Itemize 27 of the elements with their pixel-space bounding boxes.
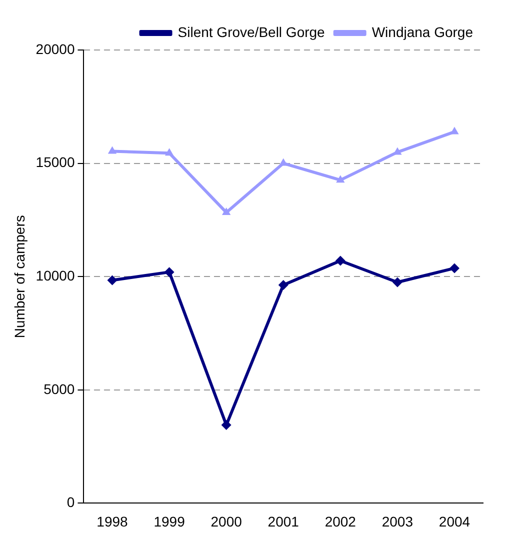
y-tick-label: 15000 (36, 154, 75, 170)
point (221, 420, 232, 430)
x-tick-label: 2002 (324, 513, 356, 530)
x-tick-label: 2001 (268, 513, 300, 530)
point (335, 256, 346, 266)
y-tick-label: 5000 (44, 380, 75, 397)
point (392, 277, 402, 288)
x-tick-label: 1999 (154, 513, 186, 530)
y-axis-title: Number of campers (11, 215, 28, 338)
y-tick-label: 10000 (36, 267, 75, 284)
point (449, 263, 460, 274)
point (108, 146, 117, 154)
point (107, 275, 118, 286)
point (164, 267, 174, 278)
point (222, 207, 231, 215)
x-tick-label: 2000 (210, 513, 242, 530)
legend-label: Windjana Gorge (372, 24, 474, 40)
y-tick-label: 0 (66, 494, 75, 510)
point (278, 280, 288, 290)
point (279, 158, 288, 166)
point (336, 175, 345, 183)
y-tick-label: 20000 (36, 40, 75, 57)
x-tick-label: 2003 (382, 513, 414, 530)
x-tick-label: 2004 (438, 513, 470, 530)
legend-label: Silent Grove/Bell Gorge (178, 24, 326, 40)
point (164, 148, 174, 156)
x-tick-label: 1998 (96, 513, 128, 530)
